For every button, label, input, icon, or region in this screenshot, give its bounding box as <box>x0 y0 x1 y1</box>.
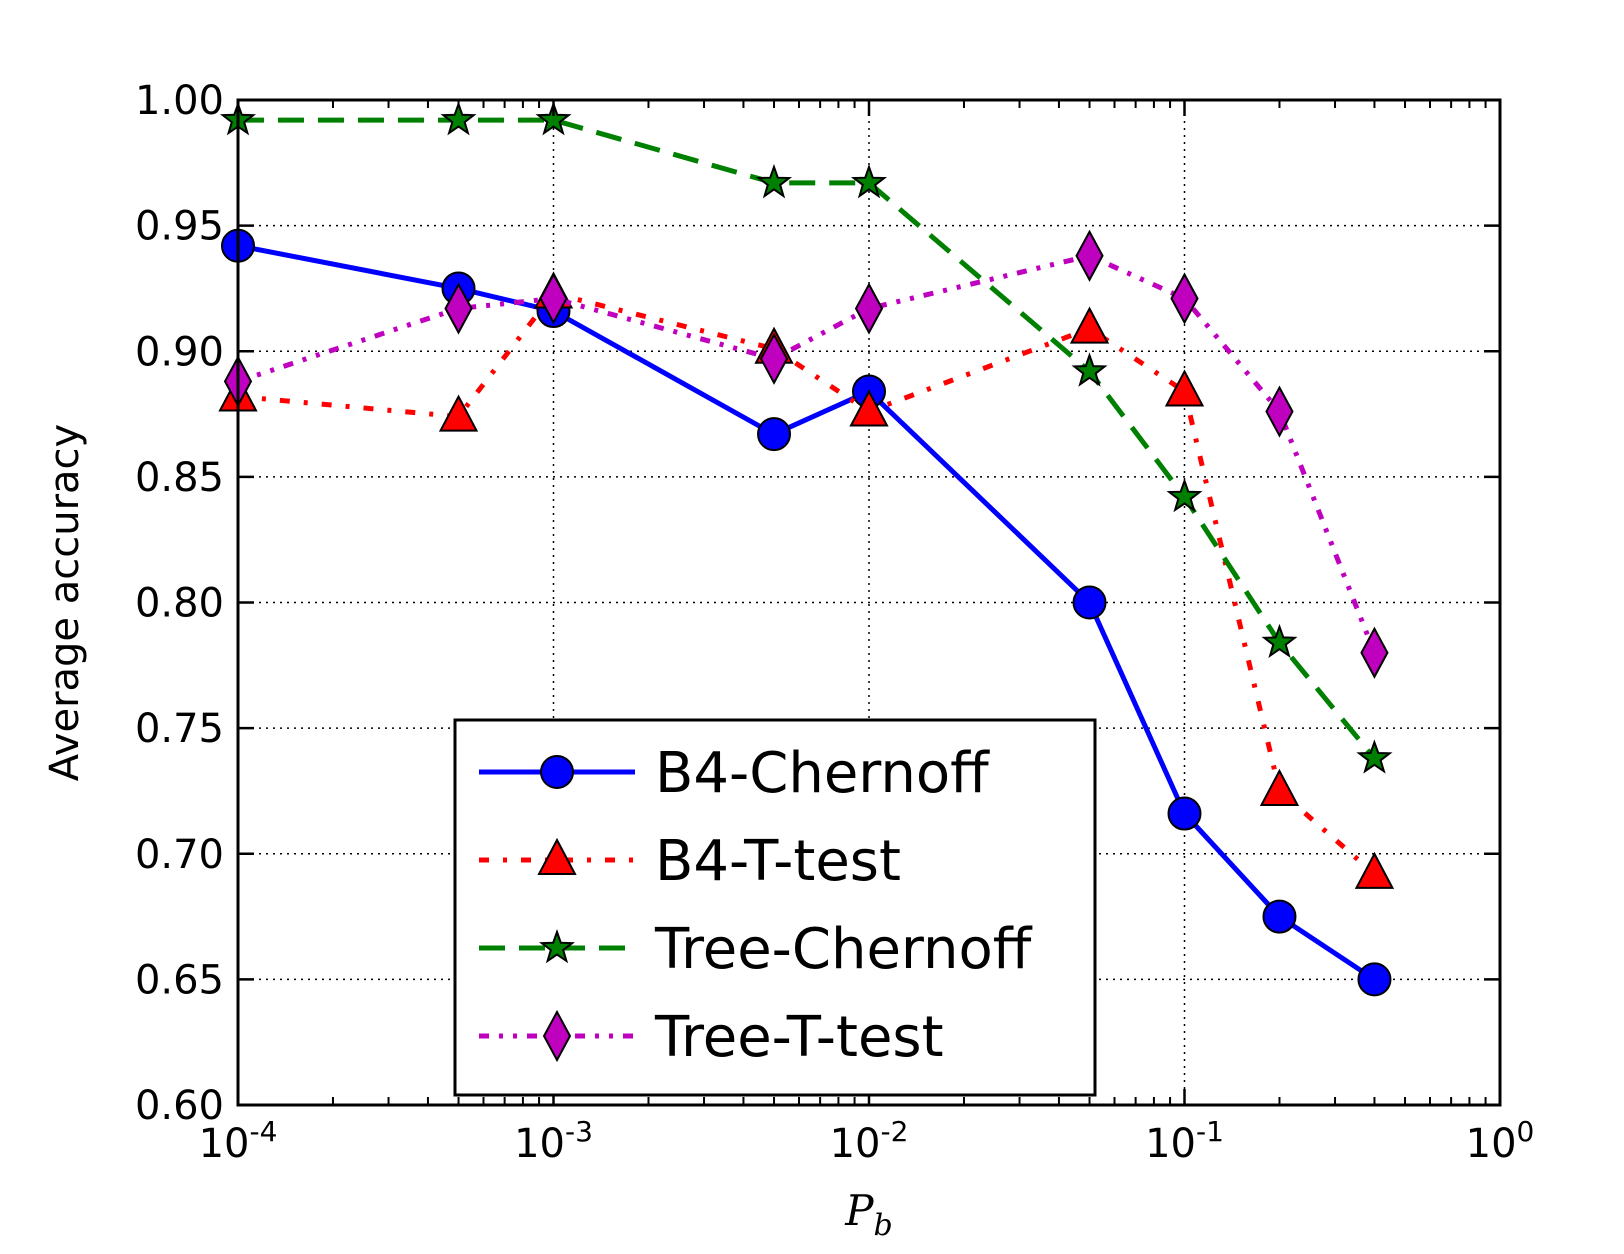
marker-star <box>538 929 576 964</box>
marker-star <box>1071 352 1108 387</box>
marker-diamond <box>854 282 884 335</box>
marker-star <box>850 163 888 199</box>
x-tick-label: 10-3 <box>514 1115 593 1167</box>
marker-triangle <box>1164 369 1205 407</box>
legend-label: Tree-Chernoff <box>654 917 1033 982</box>
x-tick-label-base: 10 <box>830 1121 881 1167</box>
marker-star <box>440 101 477 136</box>
x-tick-label-exponent: -2 <box>880 1115 908 1148</box>
legend-label: B4-T-test <box>655 829 901 894</box>
marker-circle <box>540 755 574 789</box>
y-tick-label: 0.85 <box>135 455 224 501</box>
x-tick-label-exponent: -3 <box>565 1115 593 1148</box>
series-line <box>237 253 1377 654</box>
x-axis-label: Pb <box>844 1186 892 1243</box>
x-tick-label: 10-4 <box>199 1115 278 1167</box>
marker-diamond <box>1075 229 1104 282</box>
series-layer <box>218 101 1395 997</box>
marker-triangle <box>537 837 577 875</box>
x-tick-label-exponent: 0 <box>1517 1115 1535 1148</box>
y-tick-label: 0.60 <box>135 1083 224 1129</box>
legend-label: B4-Chernoff <box>655 741 990 806</box>
marker-circle <box>757 417 792 452</box>
marker-diamond <box>444 282 473 335</box>
marker-star <box>1356 739 1393 774</box>
series-tree-chernoff <box>219 101 1393 774</box>
x-axis-label-main: P <box>844 1186 874 1235</box>
y-tick-label: 0.95 <box>135 204 224 250</box>
series-tree-t-test <box>223 229 1389 679</box>
tick-labels: 10-4 10-3 10-2 10-1 1000.600.650.700.750.800… <box>135 78 1534 1167</box>
marker-diamond <box>542 1009 572 1063</box>
x-tick-label: 100 <box>1466 1115 1535 1167</box>
y-tick-label: 1.00 <box>135 78 224 124</box>
marker-circle <box>1072 585 1107 620</box>
marker-triangle <box>1259 768 1300 806</box>
series-line <box>238 117 1377 760</box>
legend-entry: Tree-Chernoff <box>479 917 1033 982</box>
marker-triangle <box>849 389 889 427</box>
x-tick-label-exponent: -4 <box>249 1115 277 1148</box>
x-axis-label-subscript: b <box>874 1208 893 1243</box>
x-tick-label-base: 10 <box>199 1121 250 1167</box>
x-tick-label-base: 10 <box>1466 1121 1517 1167</box>
marker-diamond <box>1265 385 1294 438</box>
axis-ticks <box>236 98 1502 1107</box>
x-tick-label-base: 10 <box>1145 1121 1196 1167</box>
marker-diamond <box>759 332 789 385</box>
marker-circle <box>1357 962 1392 997</box>
y-tick-label: 0.90 <box>135 329 224 375</box>
marker-star <box>1166 478 1203 513</box>
x-tick-label: 10-1 <box>1145 1115 1224 1167</box>
marker-triangle <box>1069 306 1110 344</box>
marker-star <box>535 101 572 136</box>
legend-entry: B4-T-test <box>479 829 901 894</box>
marker-diamond <box>539 272 568 325</box>
y-tick-label: 0.70 <box>135 832 224 878</box>
legend-entry: Tree-T-test <box>479 1005 944 1070</box>
legend-label: Tree-T-test <box>654 1005 944 1070</box>
legend-entry: B4-Chernoff <box>479 741 990 806</box>
y-tick-label: 0.65 <box>135 957 224 1003</box>
marker-triangle <box>438 394 479 432</box>
marker-star <box>755 163 793 199</box>
marker-star <box>1261 623 1298 658</box>
x-tick-label-exponent: -1 <box>1196 1115 1224 1148</box>
x-tick-label: 10-2 <box>830 1115 909 1167</box>
y-tick-label: 0.75 <box>135 706 224 752</box>
marker-circle <box>1262 899 1297 934</box>
y-axis-label: Average accuracy <box>42 424 88 781</box>
legend: B4-Chernoff B4-T-test Tree-Chernoff Tree-T-… <box>453 718 1097 1097</box>
marker-triangle <box>1354 851 1395 889</box>
marker-diamond <box>1170 272 1199 325</box>
y-tick-label: 0.80 <box>135 581 224 627</box>
marker-diamond <box>1360 626 1389 679</box>
x-tick-label-base: 10 <box>514 1121 565 1167</box>
marker-circle <box>1167 796 1202 831</box>
